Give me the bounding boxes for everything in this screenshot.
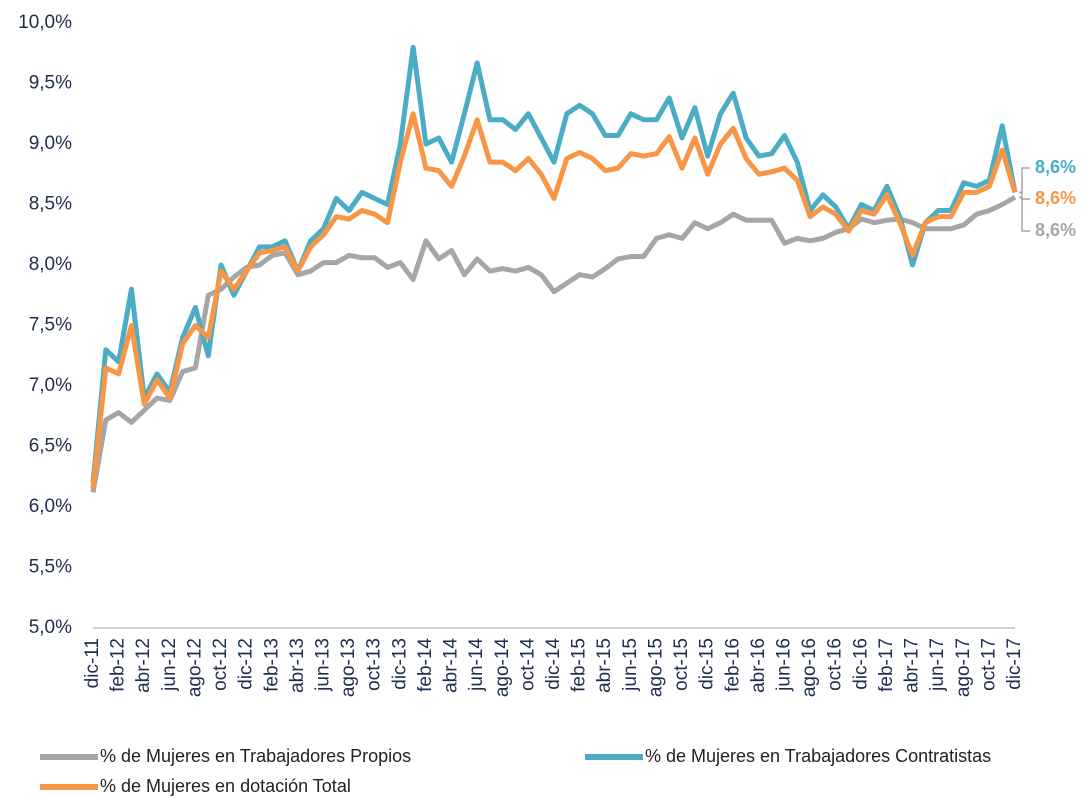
x-tick-label: jun-12 xyxy=(159,638,180,692)
x-tick-label: dic-11 xyxy=(82,638,103,688)
x-tick-label: ago-13 xyxy=(338,638,359,697)
x-tick-label: dic-12 xyxy=(236,638,257,690)
x-tick-label: ago-17 xyxy=(953,638,974,697)
series-line xyxy=(90,111,1018,490)
x-tick-label: feb-13 xyxy=(261,638,282,692)
x-tick-label: jun-13 xyxy=(313,638,334,692)
x-tick-label: jun-14 xyxy=(466,638,487,692)
y-tick-label: 9,0% xyxy=(29,133,72,154)
data-label: 8,6% xyxy=(1035,157,1076,177)
series-line xyxy=(90,195,1017,493)
label-connector xyxy=(1019,196,1030,232)
y-tick-label: 9,5% xyxy=(29,73,72,94)
x-tick-label: abr-14 xyxy=(441,638,462,693)
x-tick-label: ago-14 xyxy=(492,638,513,698)
x-tick-label: jun-17 xyxy=(927,638,948,692)
x-tick-label: abr-13 xyxy=(287,638,308,693)
x-tick-label: ago-16 xyxy=(799,638,820,697)
y-tick-label: 6,0% xyxy=(29,496,72,517)
legend-label: % de Mujeres en Trabajadores Propios xyxy=(100,746,411,766)
y-tick-label: 8,0% xyxy=(29,254,72,275)
series-line xyxy=(90,44,1018,484)
x-tick-label: ago-15 xyxy=(645,638,666,697)
x-tick-label: jun-16 xyxy=(774,638,795,692)
x-tick-label: oct-13 xyxy=(364,638,385,691)
x-tick-label: feb-15 xyxy=(569,638,590,692)
x-tick-label: oct-15 xyxy=(671,638,692,691)
y-tick-label: 6,5% xyxy=(29,436,72,457)
x-tick-label: abr-12 xyxy=(133,638,154,693)
x-tick-label: dic-16 xyxy=(850,638,871,690)
x-tick-label: jun-15 xyxy=(620,638,641,692)
x-tick-label: oct-12 xyxy=(210,638,231,691)
legend-label: % de Mujeres en dotación Total xyxy=(100,776,351,796)
x-tick-label: dic-15 xyxy=(697,638,718,690)
x-tick-label: oct-17 xyxy=(978,638,999,691)
x-tick-label: oct-16 xyxy=(825,638,846,691)
x-tick-label: dic-13 xyxy=(389,638,410,690)
x-tick-label: abr-17 xyxy=(902,638,923,693)
label-connector xyxy=(1019,167,1030,194)
x-tick-label: dic-14 xyxy=(543,638,564,690)
label-connector xyxy=(1019,191,1030,200)
x-tick-label: feb-12 xyxy=(108,638,129,692)
x-tick-label: feb-14 xyxy=(415,638,436,692)
y-tick-label: 7,0% xyxy=(29,375,72,396)
legend-label: % de Mujeres en Trabajadores Contratista… xyxy=(645,746,991,766)
y-tick-label: 8,5% xyxy=(29,194,72,215)
x-tick-label: dic-17 xyxy=(1004,638,1025,690)
data-label: 8,6% xyxy=(1035,220,1076,240)
y-tick-label: 7,5% xyxy=(29,315,72,336)
x-tick-label: abr-16 xyxy=(748,638,769,693)
x-tick-label: abr-15 xyxy=(594,638,615,693)
y-tick-label: 5,0% xyxy=(29,617,72,638)
x-tick-label: feb-17 xyxy=(876,638,897,692)
x-tick-label: feb-16 xyxy=(722,638,743,692)
data-label: 8,6% xyxy=(1035,188,1076,208)
y-tick-label: 5,5% xyxy=(29,557,72,578)
x-tick-label: ago-12 xyxy=(184,638,205,697)
y-tick-label: 10,0% xyxy=(18,12,72,33)
x-tick-label: oct-14 xyxy=(517,638,538,691)
